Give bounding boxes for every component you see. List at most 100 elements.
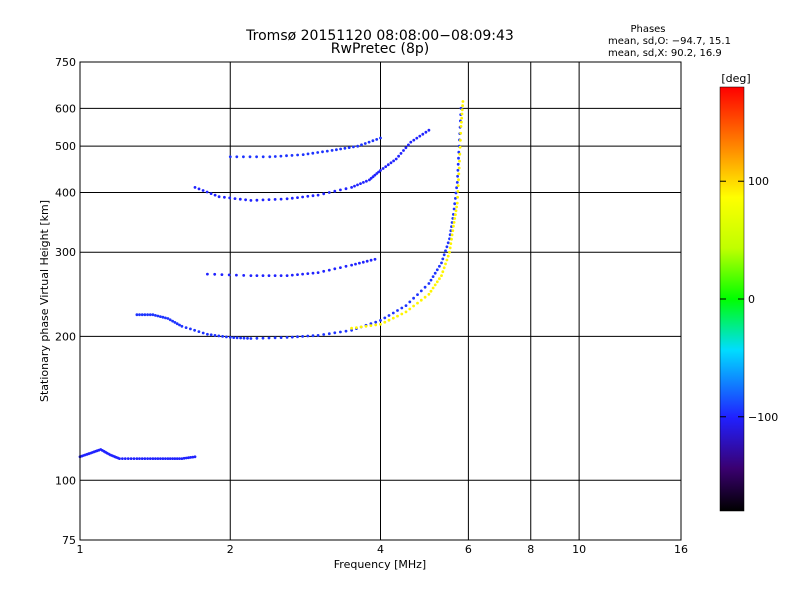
echo-point [431,286,435,290]
echo-point [359,182,362,186]
echo-point [184,456,188,460]
echo-point [454,197,457,200]
echo-point [311,334,315,338]
echo-point [350,326,353,330]
echo-point [285,336,289,339]
echo-point [373,173,377,177]
title-line-2: RwPretec (8p) [331,41,429,57]
chart-title: Tromsø 20151120 08:08:00−08:09:43 RwPret… [245,28,514,57]
echo-point [187,456,190,460]
echo-point [285,154,288,158]
echo-point [458,159,461,163]
echo-point [325,149,329,153]
echo-point [249,337,253,340]
echo-point [458,152,462,156]
echo-point [457,156,460,160]
echo-point [433,283,437,287]
data-points [78,100,465,460]
echo-point [175,457,179,460]
echo-point [166,317,170,320]
echo-point [201,189,205,192]
echo-point [121,457,124,460]
echo-point [453,217,457,220]
echo-point [427,128,431,132]
echo-point [429,289,433,293]
echo-point [267,336,271,340]
echo-point [306,194,310,198]
echo-point [392,159,395,163]
y-tick-label: 400 [55,186,76,199]
echo-point [435,280,439,284]
echo-point [356,183,359,187]
echo-point [350,186,353,189]
echo-point [454,209,458,213]
echo-point [146,313,150,317]
echo-point [459,125,463,128]
echo-point [352,145,355,149]
echo-point [435,268,439,272]
echo-point [140,313,144,317]
x-tick-label: 6 [465,543,472,556]
echo-point [244,198,248,202]
echo-point [213,334,217,337]
echo-point [455,186,458,190]
echo-point [228,336,232,339]
echo-point [171,457,175,460]
echo-point [440,261,443,265]
echo-point [438,264,441,268]
echo-point [261,274,265,277]
echo-point [296,153,299,157]
echo-point [450,221,454,224]
echo-point [456,195,459,199]
echo-point [404,146,408,150]
echo-point [306,152,310,156]
echo-point [455,181,459,184]
echo-point [339,188,342,192]
echo-point [379,169,382,172]
echo-point [369,176,373,180]
echo-point [132,457,136,460]
echo-point [400,306,404,310]
echo-point [368,178,371,182]
echo-point [235,336,239,340]
echo-point [249,199,253,202]
echo-point [335,148,338,152]
echo-point [238,197,242,201]
echo-point [423,285,427,289]
echo-point [261,155,265,159]
echo-point [220,273,224,276]
echo-point [279,336,283,339]
echo-point [135,313,139,317]
echo-point [457,172,461,176]
echo-point [415,136,419,140]
echo-point [458,145,462,149]
echo-point [446,241,450,245]
echo-point [217,195,221,199]
echo-point [279,274,283,277]
stats-heading: Phases [630,24,665,35]
echo-point [453,202,457,206]
echo-point [408,307,412,311]
echo-point [261,336,265,340]
echo-point [159,315,162,318]
echo-point [441,270,445,274]
echo-point [267,274,271,277]
echo-point [228,155,232,159]
y-tick-label: 75 [62,534,76,547]
echo-point [460,120,463,124]
echo-point [344,264,348,268]
echo-point [374,320,378,324]
echo-point [273,198,277,201]
echo-point [246,336,249,340]
echo-point [311,151,315,155]
echo-point [161,315,165,319]
echo-point [444,262,447,266]
echo-point [371,139,375,143]
echo-point [140,457,144,460]
colorbar-tick-label: −100 [748,411,778,424]
echo-point [306,334,310,338]
echo-point [189,456,193,459]
echo-point [445,245,449,249]
echo-point [221,335,225,338]
colorbar: [deg] 100 0 −100 [719,72,778,512]
